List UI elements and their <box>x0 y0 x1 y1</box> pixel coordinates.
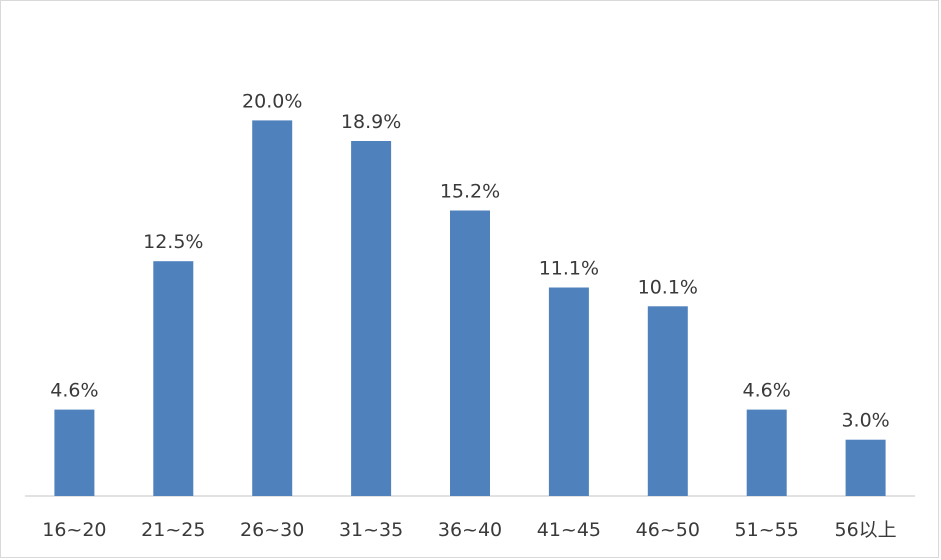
bars-group <box>54 120 886 497</box>
data-label-8: 4.6% <box>743 380 791 402</box>
x-tick-label-3: 26~30 <box>240 519 304 541</box>
data-label-2: 12.5% <box>143 231 203 253</box>
data-label-9: 3.0% <box>841 410 889 432</box>
x-tick-label-4: 31~35 <box>339 519 403 541</box>
data-label-6: 11.1% <box>539 258 599 280</box>
bar-8 <box>746 409 787 496</box>
x-tick-labels-group: 16~20 21~25 26~30 31~35 36~40 41~45 46~50 51~55… <box>42 519 896 541</box>
bar-1 <box>54 409 95 496</box>
data-label-4: 18.9% <box>341 111 401 133</box>
x-tick-label-7: 46~50 <box>636 519 700 541</box>
bar-4 <box>351 141 392 496</box>
x-tick-label-9: 56以上 <box>835 519 897 541</box>
data-label-1: 4.6% <box>50 380 98 402</box>
bar-7 <box>647 306 688 496</box>
bar-9 <box>845 439 886 496</box>
x-tick-label-6: 41~45 <box>537 519 601 541</box>
bar-2 <box>153 261 194 496</box>
x-tick-label-5: 36~40 <box>438 519 502 541</box>
data-label-5: 15.2% <box>440 181 500 203</box>
data-labels-group: 4.6% 12.5% 20.0% 18.9% 15.2% 11.1% 10.1% 4.6% 3.… <box>50 90 889 431</box>
data-label-3: 20.0% <box>242 90 302 112</box>
x-tick-label-2: 21~25 <box>141 519 205 541</box>
bar-3 <box>252 120 293 497</box>
bar-5 <box>450 210 490 496</box>
bar-6 <box>548 287 589 496</box>
data-label-7: 10.1% <box>638 276 698 298</box>
x-tick-label-8: 51~55 <box>735 519 799 541</box>
x-tick-label-1: 16~20 <box>42 519 106 541</box>
